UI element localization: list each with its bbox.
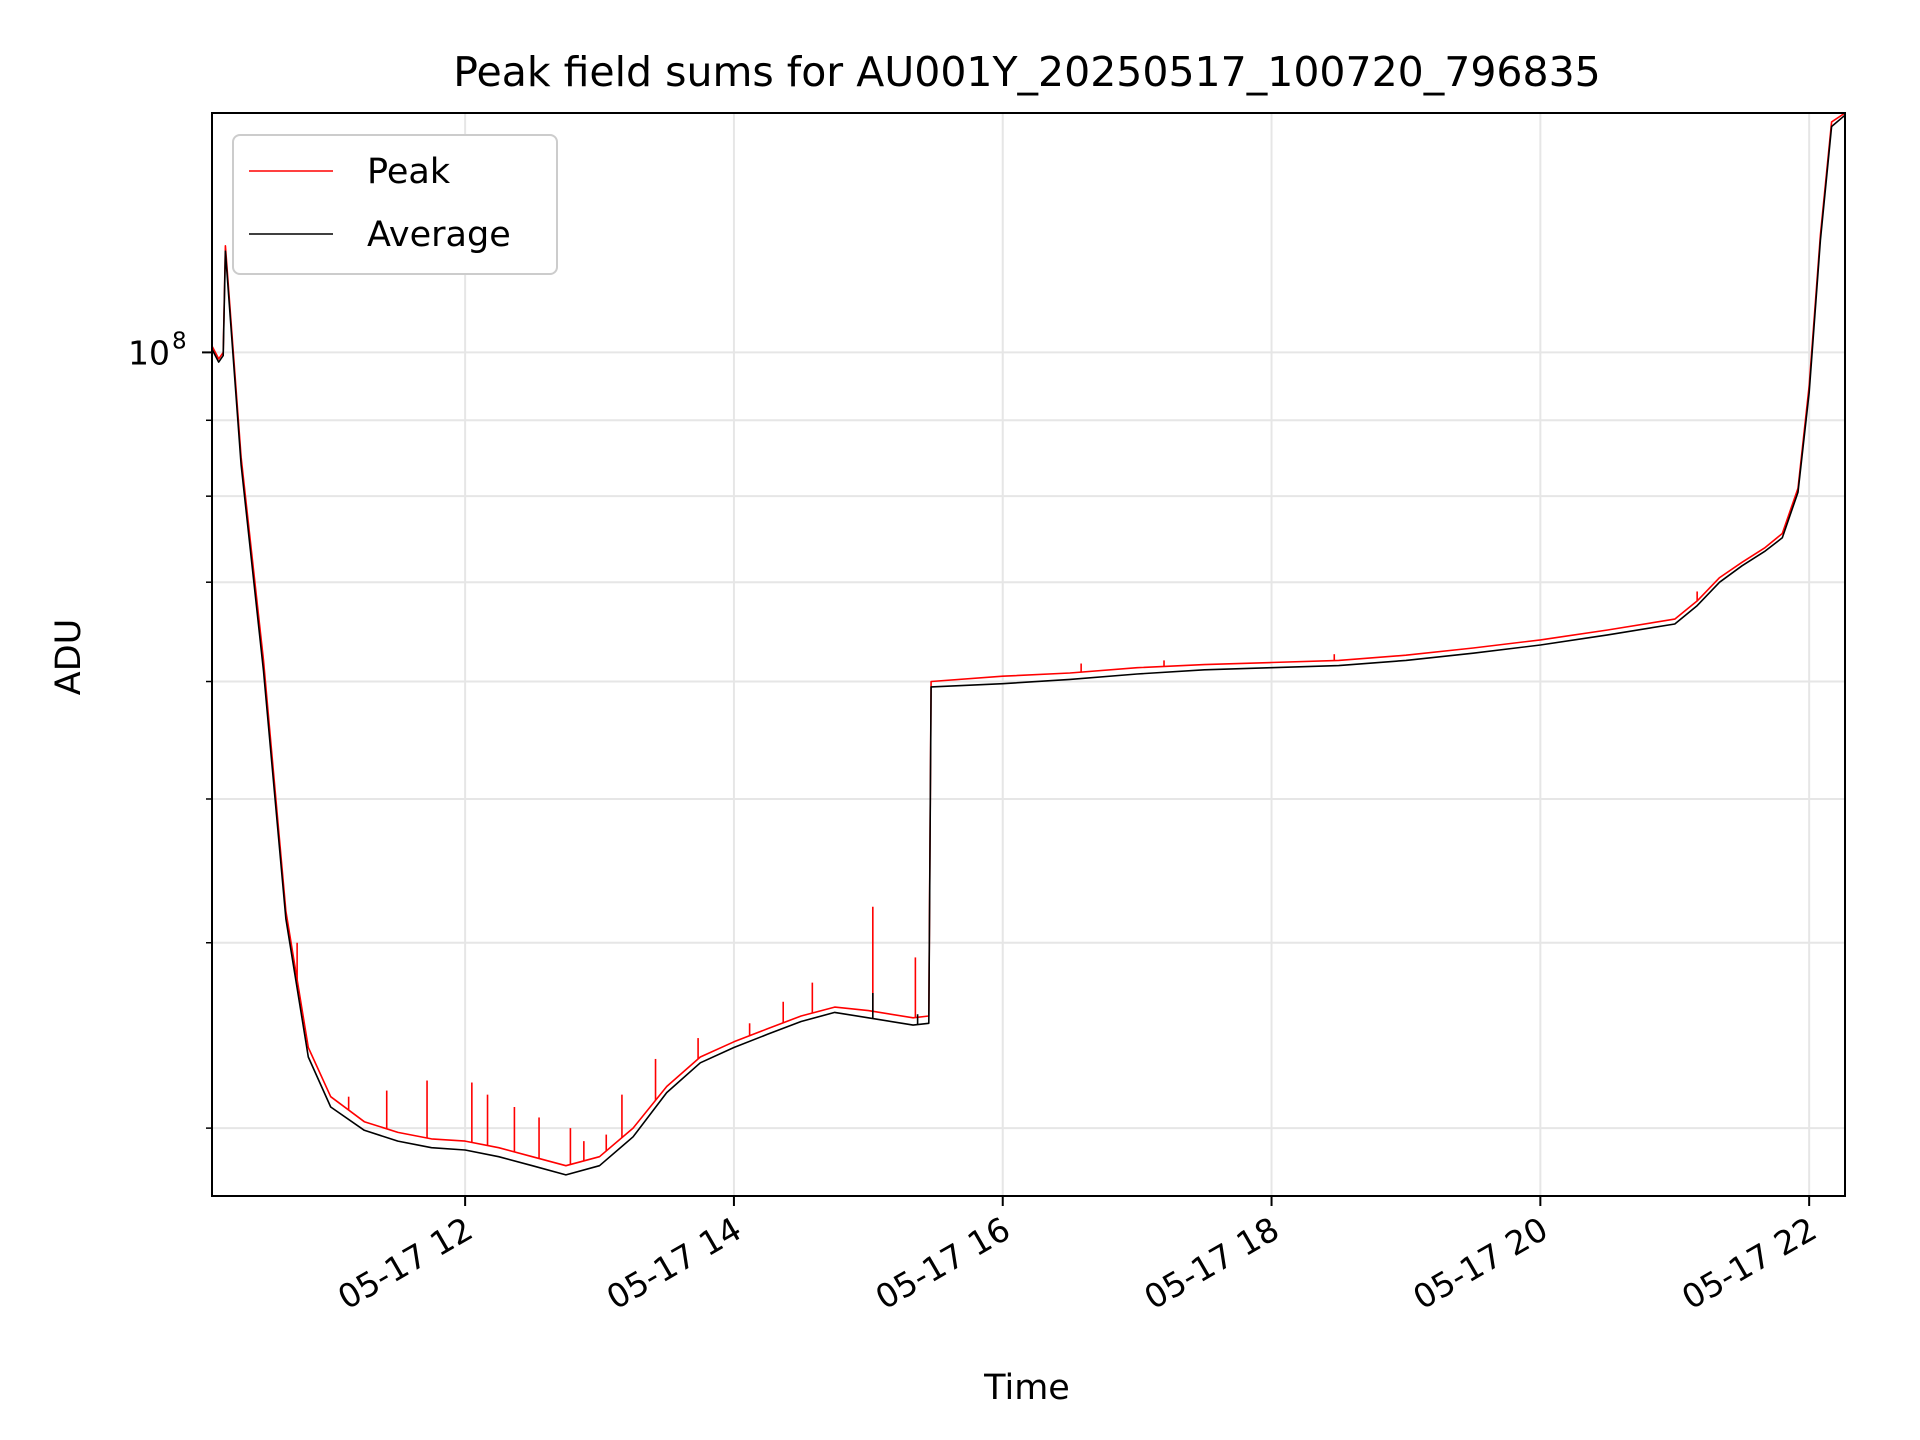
y-tick-label: 10 [128,333,170,372]
legend: Peak Average [232,134,558,275]
legend-box [232,134,558,275]
chart-title: Peak field sums for AU001Y_20250517_1007… [453,48,1601,96]
legend-average-label: Average [367,215,511,255]
legend-peak-label: Peak [367,152,451,192]
plot-series [211,112,1846,1176]
y-axis-label: ADU [49,619,89,696]
x-axis-label: Time [983,1368,1070,1408]
plot-frame [211,112,1846,1197]
peak-series-line [211,112,1846,1167]
y-tick-exponent: 8 [172,328,187,354]
average-series-line [211,114,1846,1176]
